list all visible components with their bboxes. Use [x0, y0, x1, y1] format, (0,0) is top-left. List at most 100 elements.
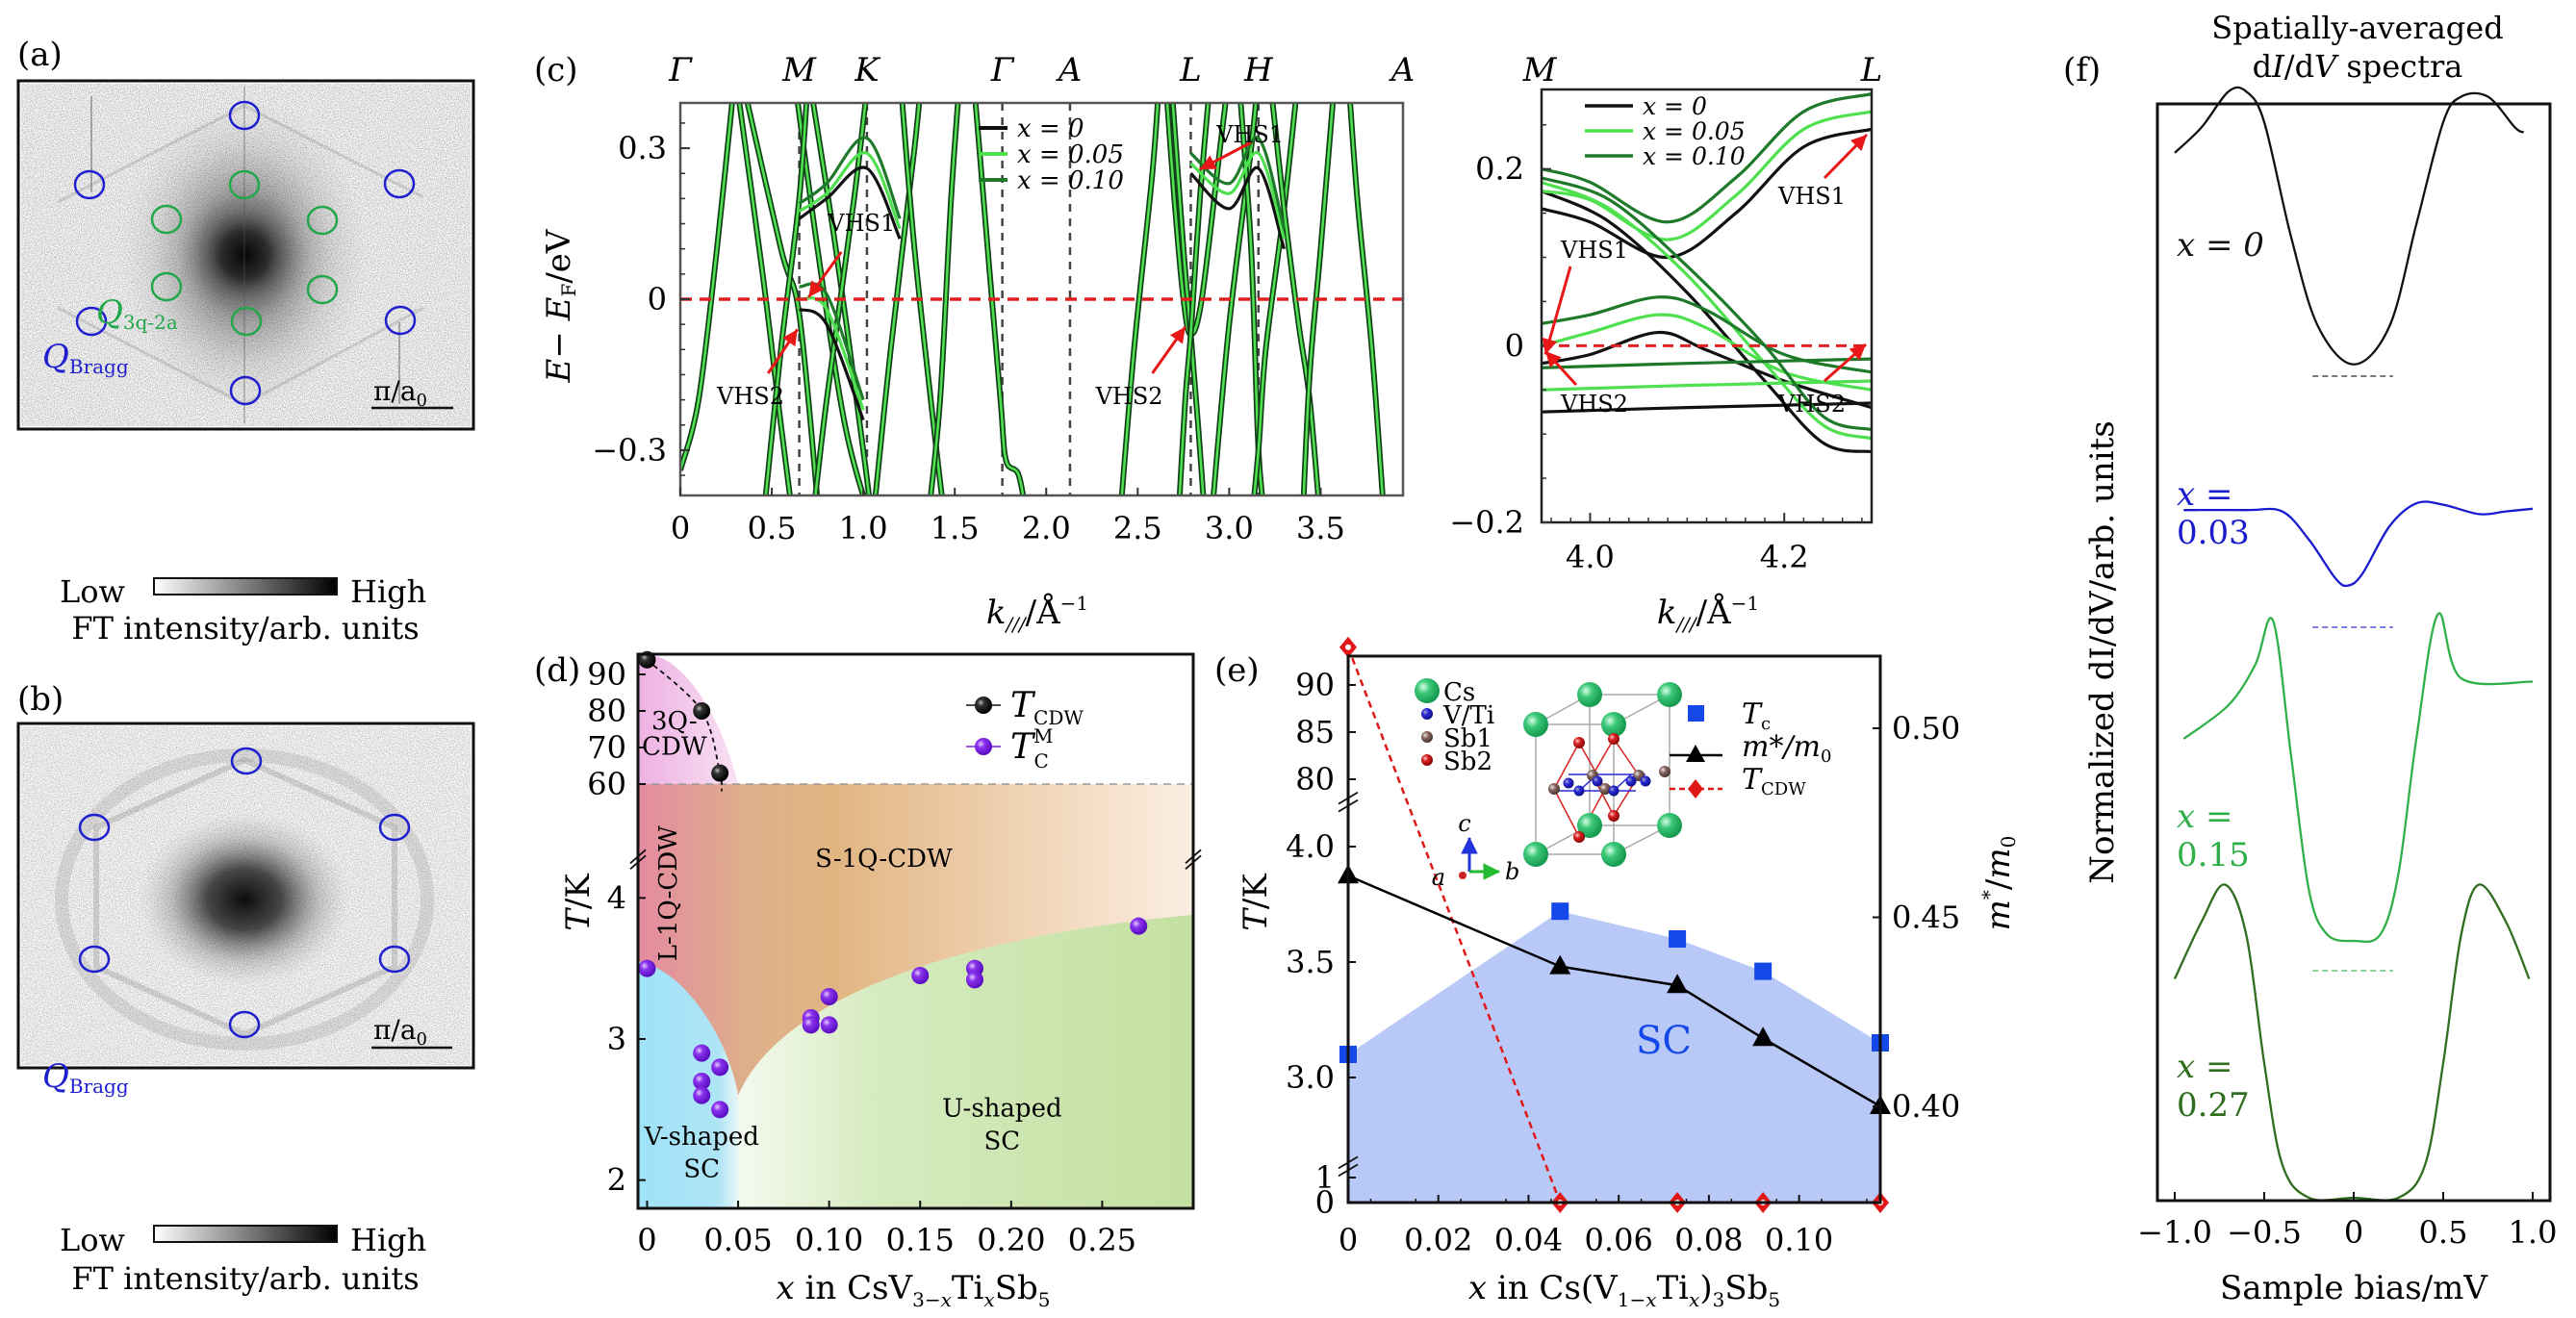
panel-e: (e) SC 0 0.02 0.04 0.06 0.08 0.10 01 3.0 3.5 4.0 8… [1214, 636, 2020, 1311]
y-tick-label: 85 [1295, 714, 1335, 750]
atom-legend-marker [1415, 678, 1440, 703]
y-right-tick-label: 0.50 [1892, 710, 1960, 747]
atom-legend-label: V/Ti [1442, 701, 1494, 730]
tc-m-point [638, 959, 656, 977]
band-line [1302, 103, 1335, 495]
scalebar-label-b: π/a0 [373, 1014, 427, 1050]
vhs1-arrow [1199, 140, 1252, 171]
vhs1-label: VHS1 [827, 210, 895, 237]
tc-m-point [693, 1086, 711, 1104]
high-symmetry-label: M [1522, 51, 1558, 89]
legend-marker [975, 697, 992, 714]
vhs1-arrow [1823, 133, 1869, 180]
x-tick-label: 0.08 [1674, 1222, 1743, 1258]
ft-image-b [21, 726, 471, 1065]
legend-label: Tc [1742, 697, 1771, 734]
x-tick-label: 2.0 [1022, 510, 1071, 546]
spectrum-line [2173, 883, 2531, 1202]
x-tick-label: 1.0 [2509, 1214, 2558, 1251]
t-cdw-guide-line [646, 659, 724, 792]
region-3q-cdw [638, 656, 739, 784]
band-line [1542, 180, 1872, 441]
cs-atom [1523, 842, 1548, 867]
arrow-head [1849, 344, 1866, 361]
atom-legend-marker [1421, 754, 1433, 766]
legend-marker [975, 738, 992, 755]
band-line [1348, 103, 1385, 495]
band-line [1271, 103, 1320, 495]
bragg-peak-circle [78, 945, 111, 974]
y-axis-label-e: T/K [1237, 874, 1275, 931]
band-line [1253, 103, 1297, 495]
band-line [1542, 92, 1872, 224]
band-line [680, 103, 734, 471]
panel-label-e: (e) [1214, 651, 1260, 690]
x-tick-label: 4.0 [1566, 539, 1615, 575]
region-label-v-shaped-sc: V-shaped [643, 1123, 758, 1152]
axis-break-mark [629, 849, 647, 871]
tc-m-point [1130, 917, 1148, 935]
tc-m-point [693, 1073, 711, 1090]
atom-legend-marker [1421, 708, 1433, 720]
tc-m-point [711, 1101, 729, 1119]
x-tick-label: 3.5 [1296, 510, 1345, 546]
x-tick-label: 2.5 [1113, 510, 1162, 546]
band-structure-c-right [1542, 92, 1872, 454]
cs-atom [1577, 682, 1602, 707]
y-tick-label: 2 [607, 1162, 626, 1199]
arrow-head [1850, 135, 1867, 152]
vhs2-arrow [1151, 325, 1186, 374]
title-line1-f: Spatially-averaged [2211, 10, 2503, 46]
axis-label-c: c [1458, 810, 1470, 837]
band-line-x005 [1189, 151, 1286, 240]
qbragg-label-b: QBragg [42, 1057, 129, 1098]
x-tick-label: 0.10 [795, 1222, 863, 1258]
bragg-peak-circle [378, 945, 411, 974]
q3q2a-peak-circle [228, 169, 261, 200]
series-label: x = [2177, 1048, 2232, 1086]
band-line-x0 [798, 165, 902, 240]
legend-label: x = 0.10 [1643, 142, 1746, 170]
bragg-peak-circle [73, 169, 106, 200]
v-ti-atom [1592, 775, 1603, 787]
colorbar-label-b: FT intensity/arb. units [71, 1260, 419, 1297]
title-line2-f: dI/dV spectra [2253, 48, 2463, 85]
panel-label-d: (d) [534, 651, 580, 690]
band-line-x010 [799, 282, 865, 401]
y-tick-label: 90 [1295, 667, 1335, 703]
x-tick-label: 0.02 [1404, 1222, 1472, 1258]
band-line [1542, 357, 1872, 369]
sc-region-e: SC [1348, 911, 1880, 1203]
axis-ticks-e: 0 0.02 0.04 0.06 0.08 0.10 01 3.0 3.5 4.0 80 85 90 0.… [1286, 667, 1960, 1258]
sb2-atom [1608, 733, 1620, 745]
t-cdw-point [693, 702, 711, 720]
band-line [1542, 127, 1872, 260]
atom-legend-label: Sb1 [1443, 724, 1492, 753]
band-line [1239, 103, 1263, 495]
x-tick-label: 1.0 [839, 510, 888, 546]
cs-atom [1657, 682, 1682, 707]
x-axis-label-f: Sample bias/mV [2220, 1269, 2488, 1307]
a-axis-marker [1459, 872, 1467, 879]
high-symmetry-label: H [1243, 51, 1274, 89]
legend-label: TCDW [1010, 686, 1084, 729]
y-axis-label-d: T/K [559, 874, 598, 931]
colorbar-low-b: Low [60, 1222, 125, 1258]
y-right-tick-label: 0.45 [1892, 900, 1960, 936]
legend-label: x = 0.05 [1017, 140, 1124, 169]
axis-break-mark [1338, 1155, 1359, 1178]
vhs2-label: VHS2 [1560, 391, 1628, 418]
v-ti-atom [1625, 775, 1637, 787]
band-line [929, 103, 959, 495]
axis-label-a: a [1432, 864, 1445, 891]
y-tick-label: 70 [587, 729, 626, 766]
band-line [1542, 190, 1872, 454]
tc-marker [1669, 930, 1687, 948]
tc-m-point [820, 988, 838, 1005]
plot-frame-e [1346, 654, 1882, 1204]
bragg-peak-circle [230, 747, 263, 775]
cs-atom [1577, 813, 1602, 838]
spectrum-line [2182, 612, 2534, 944]
tc-m-point [802, 1016, 820, 1034]
high-symmetry-label: L [1860, 51, 1883, 89]
